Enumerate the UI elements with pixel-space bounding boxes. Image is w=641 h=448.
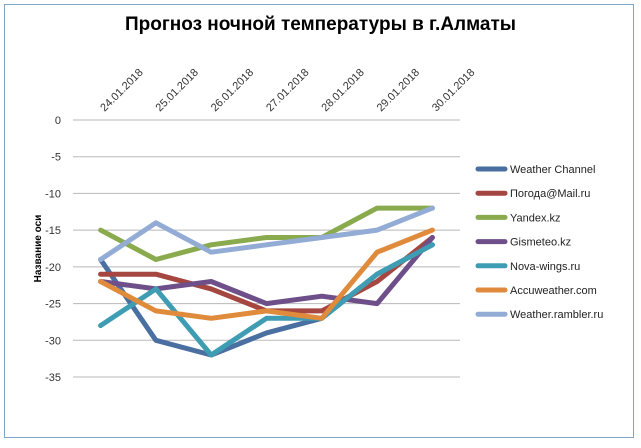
- y-tick-label: -30: [45, 335, 61, 347]
- y-tick-label: -20: [45, 262, 61, 274]
- series-line: [98, 227, 435, 321]
- legend-label: Weather.rambler.ru: [510, 309, 603, 321]
- x-tick-label: 25.01.2018: [154, 67, 201, 114]
- x-tick-label: 27.01.2018: [264, 67, 311, 114]
- chart-frame: [4, 4, 634, 438]
- x-tick-label: 24.01.2018: [98, 67, 145, 114]
- y-tick-label: 0: [55, 115, 61, 127]
- x-tick-label: 26.01.2018: [209, 67, 256, 114]
- legend-label: Yandex.kz: [510, 212, 561, 224]
- y-tick-label: -10: [45, 188, 61, 200]
- legend-label: Accuweather.com: [510, 285, 597, 297]
- y-axis-title: Название оси: [33, 215, 44, 283]
- series-line: [98, 242, 435, 358]
- y-tick-label: -5: [51, 152, 61, 164]
- y-tick-label: -35: [45, 372, 61, 384]
- legend-label: Nova-wings.ru: [510, 261, 580, 273]
- series-line: [98, 205, 435, 262]
- x-tick-label: 28.01.2018: [319, 67, 366, 114]
- legend-label: Gismeteo.kz: [510, 237, 571, 249]
- y-tick-label: -25: [45, 299, 61, 311]
- x-tick-label: 29.01.2018: [375, 67, 422, 114]
- series-line: [98, 205, 435, 262]
- legend-label: Weather Channel: [510, 164, 595, 176]
- x-tick-label: 30.01.2018: [430, 67, 477, 114]
- legend-label: Погода@Mail.ru: [510, 188, 590, 200]
- y-tick-label: -15: [45, 225, 61, 237]
- chart-title: Прогноз ночной температуры в г.Алматы: [124, 14, 517, 35]
